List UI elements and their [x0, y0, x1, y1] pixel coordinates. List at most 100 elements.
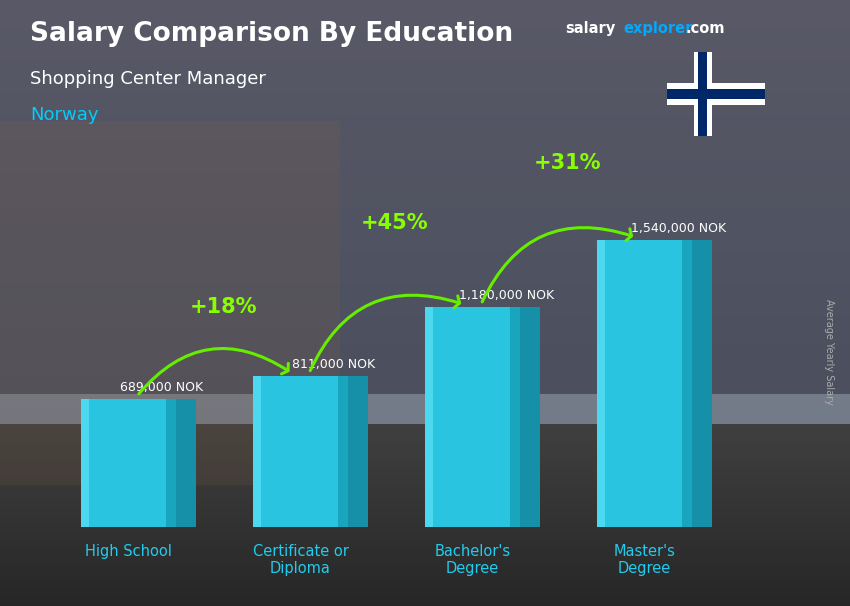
Bar — [0, 506, 850, 509]
Bar — [0, 579, 850, 582]
Bar — [0, 345, 850, 348]
Bar — [0, 76, 850, 79]
Bar — [0, 600, 850, 603]
Bar — [0, 30, 850, 33]
Bar — [0, 464, 850, 467]
Bar — [0, 142, 850, 145]
Bar — [0, 451, 850, 454]
Bar — [0, 167, 850, 170]
Bar — [0, 118, 850, 121]
Bar — [0, 448, 850, 451]
Bar — [0, 536, 850, 539]
Bar — [597, 240, 692, 527]
Bar — [0, 509, 850, 512]
Bar — [0, 397, 850, 400]
Bar — [0, 52, 850, 55]
Bar — [0, 194, 850, 197]
Bar — [0, 479, 850, 482]
Bar — [0, 100, 850, 103]
Bar — [0, 476, 850, 479]
Bar — [0, 464, 850, 467]
Bar — [0, 139, 850, 142]
Bar — [0, 500, 850, 503]
Bar — [0, 497, 850, 500]
Bar — [0, 370, 850, 373]
Bar — [0, 491, 850, 494]
Bar — [0, 530, 850, 533]
Bar — [0, 121, 340, 485]
Bar — [0, 312, 850, 315]
Bar — [0, 358, 850, 361]
Bar — [0, 542, 850, 545]
Bar — [0, 524, 850, 527]
Bar — [0, 376, 850, 379]
Bar — [0, 227, 850, 230]
Bar — [0, 579, 850, 582]
Bar — [167, 399, 176, 527]
Bar — [0, 79, 850, 82]
Text: 1,180,000 NOK: 1,180,000 NOK — [459, 289, 554, 302]
Bar — [0, 315, 850, 318]
Bar — [0, 3, 850, 6]
Bar — [0, 124, 850, 127]
Bar — [0, 503, 850, 506]
Bar — [0, 424, 850, 427]
Bar — [82, 399, 88, 527]
Text: +31%: +31% — [533, 153, 601, 173]
Bar — [667, 88, 765, 99]
Text: +18%: +18% — [190, 298, 257, 318]
Bar — [0, 188, 850, 191]
Bar — [0, 400, 850, 403]
Bar — [0, 161, 850, 164]
Bar — [0, 439, 850, 442]
Bar — [0, 155, 850, 158]
Text: Salary Comparison By Education: Salary Comparison By Education — [30, 21, 513, 47]
Bar — [0, 333, 850, 336]
Bar — [0, 515, 850, 518]
Bar — [0, 0, 850, 394]
Bar — [0, 533, 850, 536]
Bar — [0, 442, 850, 445]
Bar — [0, 342, 850, 345]
Bar — [0, 273, 850, 276]
Bar — [425, 307, 519, 527]
Bar — [0, 179, 850, 182]
Bar — [0, 112, 850, 115]
Bar — [0, 221, 850, 224]
Bar — [0, 548, 850, 551]
Bar — [0, 385, 850, 388]
Bar — [0, 479, 850, 482]
Bar — [0, 85, 850, 88]
Bar — [0, 158, 850, 161]
Bar — [0, 491, 850, 494]
Bar — [0, 203, 850, 206]
Bar — [0, 458, 850, 461]
Text: Norway: Norway — [30, 106, 99, 124]
Bar — [0, 588, 850, 591]
Bar — [0, 427, 850, 430]
Bar — [0, 303, 850, 306]
Bar — [0, 430, 850, 433]
Bar — [0, 282, 850, 285]
Bar — [0, 351, 850, 355]
Bar — [0, 582, 850, 585]
Bar — [0, 433, 850, 436]
Bar — [597, 240, 604, 527]
Bar — [0, 603, 850, 606]
Bar — [0, 388, 850, 391]
Bar — [0, 251, 850, 255]
Bar — [0, 512, 850, 515]
Bar — [699, 52, 707, 136]
Bar — [0, 236, 850, 239]
Text: 689,000 NOK: 689,000 NOK — [120, 381, 203, 393]
Bar — [0, 212, 850, 215]
Bar — [0, 258, 850, 261]
Bar — [0, 24, 850, 27]
Bar — [0, 406, 850, 409]
Bar — [0, 270, 850, 273]
Bar — [0, 148, 850, 152]
Bar — [0, 600, 850, 603]
Bar — [0, 536, 850, 539]
Bar — [0, 585, 850, 588]
Bar — [0, 564, 850, 567]
